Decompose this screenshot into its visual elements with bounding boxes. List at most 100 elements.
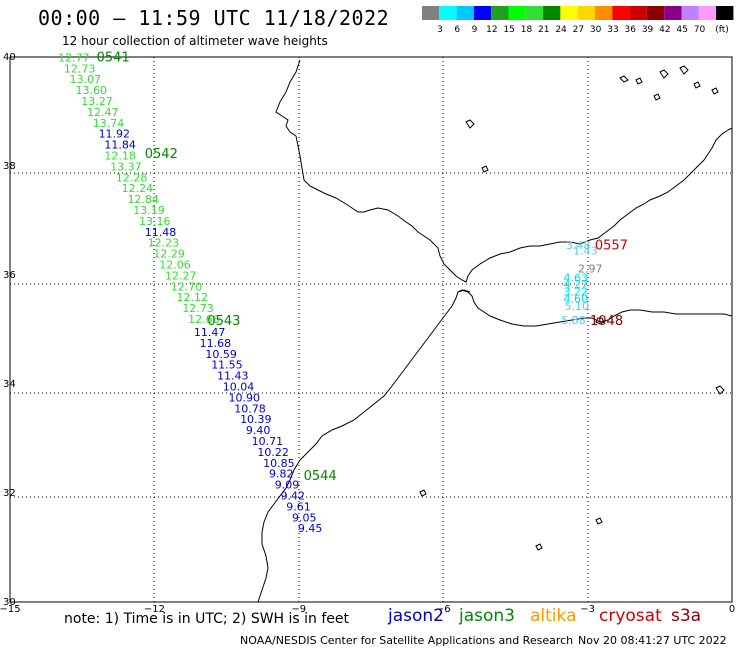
colorbar-swatch — [681, 6, 699, 20]
colorbar-swatch — [664, 6, 682, 20]
wave-height-label: 11.92 — [99, 128, 131, 141]
legend-s3a: s3a — [671, 606, 702, 626]
wave-height-label: 10.04 — [223, 381, 255, 394]
colorbar-swatch — [560, 6, 578, 20]
colorbar-tick-label: 33 — [607, 25, 618, 35]
latitude-tick-label: 36 — [3, 270, 16, 281]
colorbar-swatch — [612, 6, 630, 20]
colorbar-swatch — [595, 6, 613, 20]
wave-height-label: 5.88 — [561, 314, 586, 327]
wave-height-label: 12.27 — [165, 269, 197, 282]
colorbar-tick-label: 9 — [472, 25, 478, 35]
wave-height-label: 10.59 — [205, 348, 237, 361]
colorbar-tick-label: 21 — [538, 25, 549, 35]
longitude-tick-label: −6 — [436, 604, 451, 615]
wave-height-label: 12.47 — [87, 106, 119, 119]
wave-height-label: 13.07 — [70, 73, 102, 86]
wave-height-label: 13.60 — [75, 84, 107, 97]
page-subtitle: 12 hour collection of altimeter wave hei… — [62, 34, 328, 48]
wave-height-label: 11.68 — [200, 337, 232, 350]
colorbar-swatch — [473, 6, 492, 20]
longitude-tick-label: −12 — [144, 604, 165, 615]
footer-timestamp: Nov 20 08:41:27 UTC 2022 — [578, 634, 727, 647]
graticule — [10, 57, 732, 602]
colorbar-swatch — [646, 6, 665, 20]
wave-height-label: 12.66 — [188, 313, 220, 326]
colorbar-tick-label: 27 — [573, 25, 584, 35]
wave-height-label: 12.73 — [182, 302, 214, 315]
colorbar-tick-label: 45 — [676, 25, 687, 35]
wave-height-label: 10.71 — [252, 435, 284, 448]
page-title: 00:00 – 11:59 UTC 11/18/2022 — [38, 6, 390, 30]
pass-id-label: 1048 — [590, 314, 623, 329]
wave-height-label: 4.60 — [564, 292, 589, 305]
wave-height-label: 4.27 — [564, 278, 589, 291]
wave-height-label: 10.90 — [229, 391, 261, 404]
colorbar-tick-label: 3 — [437, 25, 443, 35]
colorbar-swatch — [525, 6, 544, 20]
wave-height-label: 10.78 — [234, 402, 266, 415]
colorbar-tick-label: 24 — [555, 25, 567, 35]
colorbar-legend: 3 6 9 12 15 18 21 24 27 30 33 36 39 42 45 70 (ft) — [422, 6, 734, 35]
wave-height-label: 11.43 — [217, 370, 249, 383]
footer-credit: NOAA/NESDIS Center for Satellite Applica… — [240, 634, 574, 647]
wave-height-label: 12.24 — [122, 182, 154, 195]
wave-height-label: 9.42 — [281, 490, 306, 503]
colorbar-tick-label: 12 — [486, 25, 497, 35]
colorbar-swatch — [716, 6, 734, 20]
wave-height-label: 9.09 — [275, 479, 300, 492]
legend-jason3: jason3 — [459, 606, 515, 626]
legend-jason2: jason2 — [388, 606, 444, 626]
map-frame — [9, 56, 733, 603]
pass-id-label: 0544 — [304, 469, 337, 484]
wave-height-label: 5.10 — [564, 300, 589, 313]
wave-height-label: 12.23 — [148, 237, 180, 250]
wave-height-label: 9.82 — [269, 468, 294, 481]
colorbar-tick-label: 18 — [521, 25, 533, 35]
wave-height-label: 3.48 — [566, 239, 591, 252]
wave-height-label: 11.55 — [211, 359, 243, 372]
wave-height-label: 10.39 — [240, 413, 272, 426]
legend-cryosat: cryosat — [599, 606, 662, 626]
colorbar-swatch — [422, 6, 440, 20]
colorbar-swatch — [439, 6, 457, 20]
wave-height-label: 1.43 — [573, 244, 598, 257]
wave-height-label: 9.45 — [298, 522, 323, 535]
colorbar-tick-label: 6 — [454, 25, 460, 35]
wave-height-label: 12.73 — [64, 62, 96, 75]
coastline-iberia-west — [275, 59, 733, 283]
wave-height-label: 2.97 — [578, 262, 603, 275]
footer-note: note: 1) Time is in UTC; 2) SWH is in fe… — [64, 611, 350, 627]
colorbar-unit-label: (ft) — [715, 25, 729, 35]
colorbar-swatch — [543, 6, 561, 20]
coastline-islands — [419, 65, 725, 551]
wave-height-label: 13.74 — [93, 117, 125, 130]
wave-height-label: 11.84 — [104, 139, 136, 152]
colorbar-swatch — [491, 6, 509, 20]
wave-height-label: 11.47 — [194, 326, 226, 339]
wave-height-label: 10.85 — [263, 457, 295, 470]
colorbar-tick-label: 39 — [642, 25, 654, 35]
longitude-tick-label: −9 — [291, 604, 306, 615]
wave-height-label: 13.19 — [133, 204, 165, 217]
coastline-ceuta — [457, 289, 471, 293]
colorbar-swatch — [698, 6, 717, 20]
colorbar-swatch — [577, 6, 595, 20]
latitude-tick-label: 38 — [3, 161, 16, 172]
wave-height-label: 12.12 — [177, 291, 209, 304]
wave-height-label: 12.06 — [159, 258, 191, 271]
longitude-tick-labels: −15 −12 −9 −6 −3 0 — [0, 604, 735, 615]
wave-height-label: 12.29 — [153, 248, 185, 261]
wave-height-label: 4.63 — [564, 272, 589, 285]
longitude-tick-label: −3 — [580, 604, 595, 615]
colorbar-tick-label: 30 — [590, 25, 602, 35]
wave-height-label: 13.16 — [139, 215, 171, 228]
wave-height-label: 11.48 — [145, 226, 177, 239]
wave-height-label: 10.22 — [257, 446, 289, 459]
colorbar-swatch — [456, 6, 474, 20]
coastline-alboran — [595, 317, 605, 325]
wave-height-label: 12.70 — [171, 280, 203, 293]
wave-height-label: 12.28 — [116, 171, 148, 184]
pass-id-label: 0557 — [595, 238, 628, 253]
